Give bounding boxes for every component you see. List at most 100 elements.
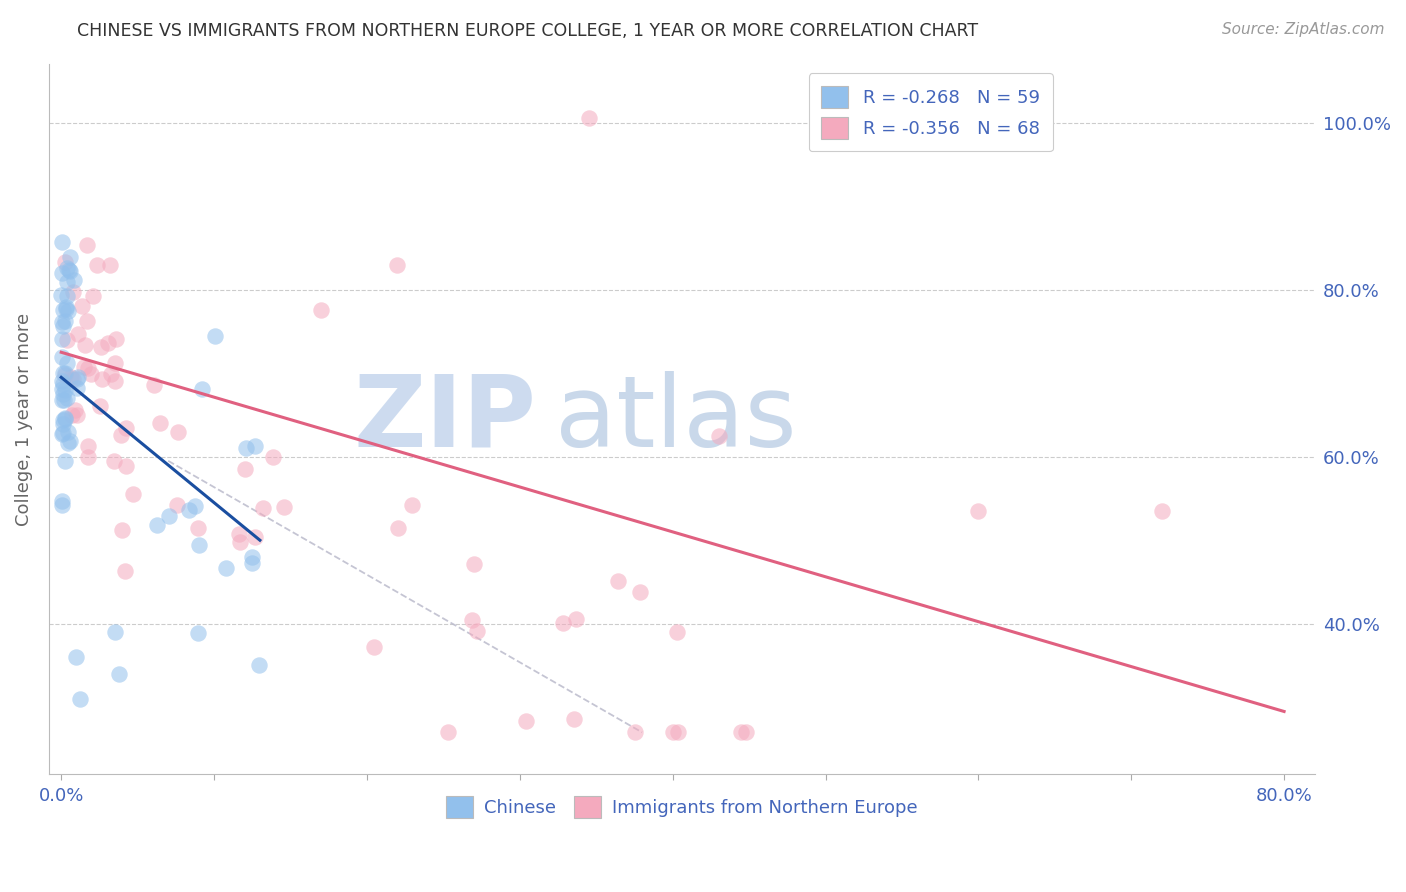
- Point: [233, 462, 256, 476]
- Point: [60, 370, 83, 384]
- Point: [515, 714, 537, 729]
- Point: [108, 666, 131, 681]
- Point: [69, 692, 91, 706]
- Point: [578, 112, 600, 126]
- Point: [564, 711, 586, 725]
- Point: [52, 367, 75, 381]
- Point: [51, 494, 73, 508]
- Point: [65, 403, 87, 417]
- Point: [76, 313, 98, 327]
- Point: [53, 314, 76, 328]
- Point: [100, 367, 122, 381]
- Point: [82, 288, 104, 302]
- Point: [104, 356, 127, 370]
- Point: [187, 521, 209, 535]
- Point: [51, 288, 73, 302]
- Text: atlas: atlas: [555, 370, 797, 467]
- Point: [73, 360, 96, 375]
- Point: [666, 725, 689, 739]
- Point: [52, 413, 75, 427]
- Point: [565, 611, 588, 625]
- Point: [240, 550, 263, 565]
- Point: [707, 429, 730, 443]
- Point: [56, 436, 79, 450]
- Point: [607, 574, 630, 588]
- Point: [52, 303, 75, 318]
- Point: [56, 425, 79, 439]
- Point: [114, 564, 136, 578]
- Text: CHINESE VS IMMIGRANTS FROM NORTHERN EUROPE COLLEGE, 1 YEAR OR MORE CORRELATION C: CHINESE VS IMMIGRANTS FROM NORTHERN EURO…: [77, 22, 979, 40]
- Point: [111, 523, 134, 537]
- Point: [55, 260, 77, 275]
- Point: [387, 258, 409, 272]
- Point: [187, 538, 209, 552]
- Point: [63, 273, 86, 287]
- Point: [51, 235, 73, 249]
- Point: [76, 237, 98, 252]
- Point: [53, 454, 76, 468]
- Point: [80, 368, 103, 382]
- Point: [53, 411, 76, 425]
- Point: [59, 434, 82, 449]
- Point: [97, 335, 120, 350]
- Point: [437, 725, 460, 739]
- Point: [51, 498, 73, 512]
- Point: [235, 441, 257, 455]
- Point: [73, 337, 96, 351]
- Point: [624, 725, 647, 739]
- Point: [666, 625, 689, 640]
- Point: [90, 340, 112, 354]
- Point: [52, 318, 75, 333]
- Point: [115, 421, 138, 435]
- Point: [55, 333, 77, 347]
- Point: [60, 408, 83, 422]
- Point: [53, 368, 76, 383]
- Point: [401, 498, 423, 512]
- Point: [662, 725, 685, 739]
- Point: [204, 328, 226, 343]
- Point: [967, 504, 990, 518]
- Point: [240, 556, 263, 570]
- Point: [463, 558, 485, 572]
- Point: [66, 372, 89, 386]
- Point: [55, 300, 77, 314]
- Point: [273, 500, 295, 514]
- Point: [52, 387, 75, 401]
- Point: [363, 640, 385, 654]
- Point: [62, 285, 84, 299]
- Point: [76, 439, 98, 453]
- Point: [143, 378, 166, 392]
- Point: [465, 624, 488, 638]
- Legend: Chinese, Immigrants from Northern Europe: Chinese, Immigrants from Northern Europe: [439, 789, 925, 825]
- Point: [103, 454, 125, 468]
- Point: [66, 381, 89, 395]
- Point: [55, 355, 77, 369]
- Point: [243, 439, 266, 453]
- Point: [149, 416, 172, 430]
- Point: [59, 264, 82, 278]
- Point: [191, 382, 214, 396]
- Point: [66, 327, 89, 342]
- Point: [58, 263, 80, 277]
- Point: [62, 372, 84, 386]
- Point: [252, 501, 274, 516]
- Point: [228, 527, 250, 541]
- Point: [245, 530, 267, 544]
- Point: [77, 360, 100, 375]
- Point: [55, 275, 77, 289]
- Point: [52, 377, 75, 392]
- Point: [53, 411, 76, 425]
- Point: [66, 369, 89, 384]
- Point: [76, 450, 98, 464]
- Point: [229, 535, 252, 549]
- Point: [53, 367, 76, 381]
- Point: [1150, 504, 1173, 518]
- Point: [56, 289, 79, 303]
- Point: [247, 657, 270, 672]
- Point: [66, 409, 89, 423]
- Point: [51, 392, 73, 407]
- Point: [98, 258, 121, 272]
- Text: ZIP: ZIP: [353, 370, 536, 467]
- Point: [86, 258, 108, 272]
- Point: [166, 498, 188, 512]
